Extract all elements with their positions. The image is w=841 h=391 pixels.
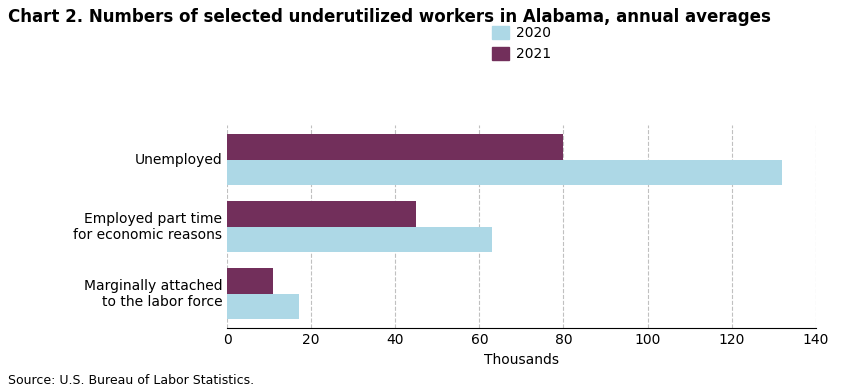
Bar [227,135,563,160]
Bar [227,227,492,252]
Bar [227,160,782,185]
Bar [227,201,416,227]
Legend: 2020, 2021: 2020, 2021 [492,26,551,61]
Bar [227,268,273,294]
X-axis label: Thousands: Thousands [484,353,559,367]
Text: Chart 2. Numbers of selected underutilized workers in Alabama, annual averages: Chart 2. Numbers of selected underutiliz… [8,8,771,26]
Bar [227,294,299,319]
Text: Source: U.S. Bureau of Labor Statistics.: Source: U.S. Bureau of Labor Statistics. [8,374,255,387]
